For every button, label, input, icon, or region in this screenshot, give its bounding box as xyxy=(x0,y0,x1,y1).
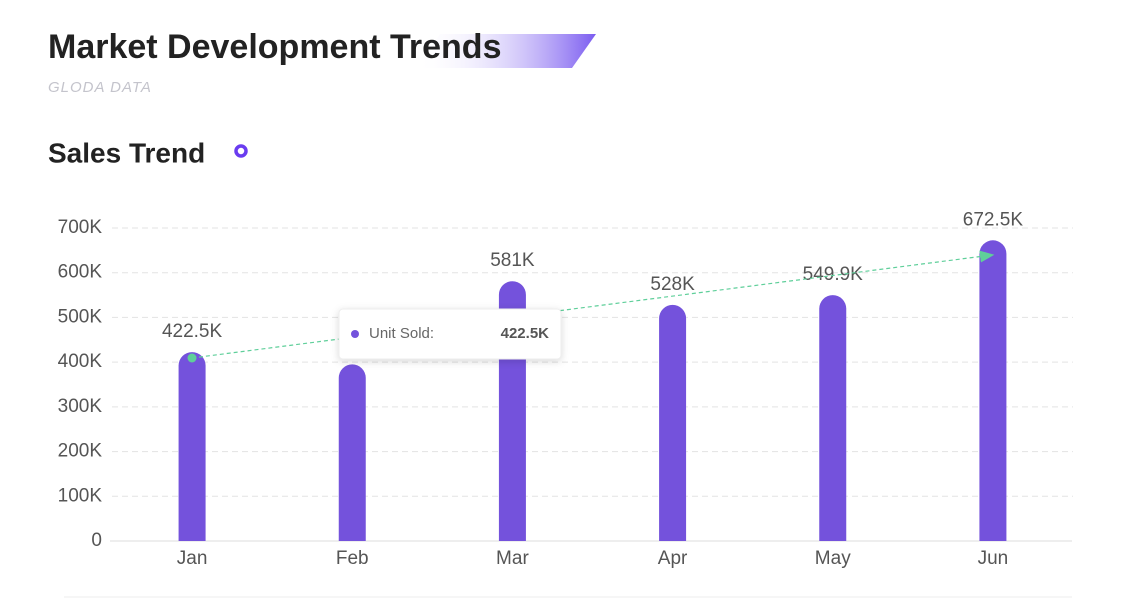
title-dot xyxy=(234,144,248,158)
y-tick-label: 200K xyxy=(58,441,103,462)
value-label: 528K xyxy=(650,274,695,295)
x-tick-label: Apr xyxy=(658,548,688,569)
page-title: Market Development Trends xyxy=(48,28,501,66)
tooltip-label: Unit Sold: xyxy=(369,325,434,342)
value-label: 581K xyxy=(490,250,535,271)
bar xyxy=(338,364,366,541)
bar xyxy=(659,304,687,541)
tooltip-value: 422.5K xyxy=(501,325,550,342)
x-tick-label: Jun xyxy=(978,548,1009,569)
x-tick-label: May xyxy=(815,548,851,569)
y-tick-label: 100K xyxy=(58,485,103,506)
plot: 0 100K 200K 300K 400K 500K 600K 700K Jan 422.5K Fe… xyxy=(58,209,1073,569)
y-tick-label: 400K xyxy=(58,351,103,372)
y-tick-label: 300K xyxy=(58,396,103,417)
tooltip: Unit Sold: 422.5K xyxy=(338,308,562,360)
tooltip-dot xyxy=(351,330,359,338)
trend-arrow xyxy=(191,250,995,359)
y-tick-label: 500K xyxy=(58,306,103,327)
y-tick-label: 600K xyxy=(58,262,103,283)
value-label: 422.5K xyxy=(162,321,223,342)
trend-start xyxy=(187,353,197,363)
bar xyxy=(819,295,847,541)
x-tick-label: Mar xyxy=(496,548,529,569)
chart-title: Sales Trend xyxy=(48,137,205,168)
bar xyxy=(178,352,206,541)
x-tick-label: Jan xyxy=(177,548,208,569)
tooltip-box xyxy=(338,308,562,360)
x-tick-label: Feb xyxy=(336,548,369,569)
bar xyxy=(979,240,1007,541)
page-subtitle: GLODA DATA xyxy=(48,79,152,96)
y-tick-label: 700K xyxy=(58,217,103,238)
y-tick-label: 0 xyxy=(91,530,102,551)
value-label: 549.9K xyxy=(803,264,864,285)
title-decoration xyxy=(416,34,596,68)
value-label: 672.5K xyxy=(963,209,1024,230)
